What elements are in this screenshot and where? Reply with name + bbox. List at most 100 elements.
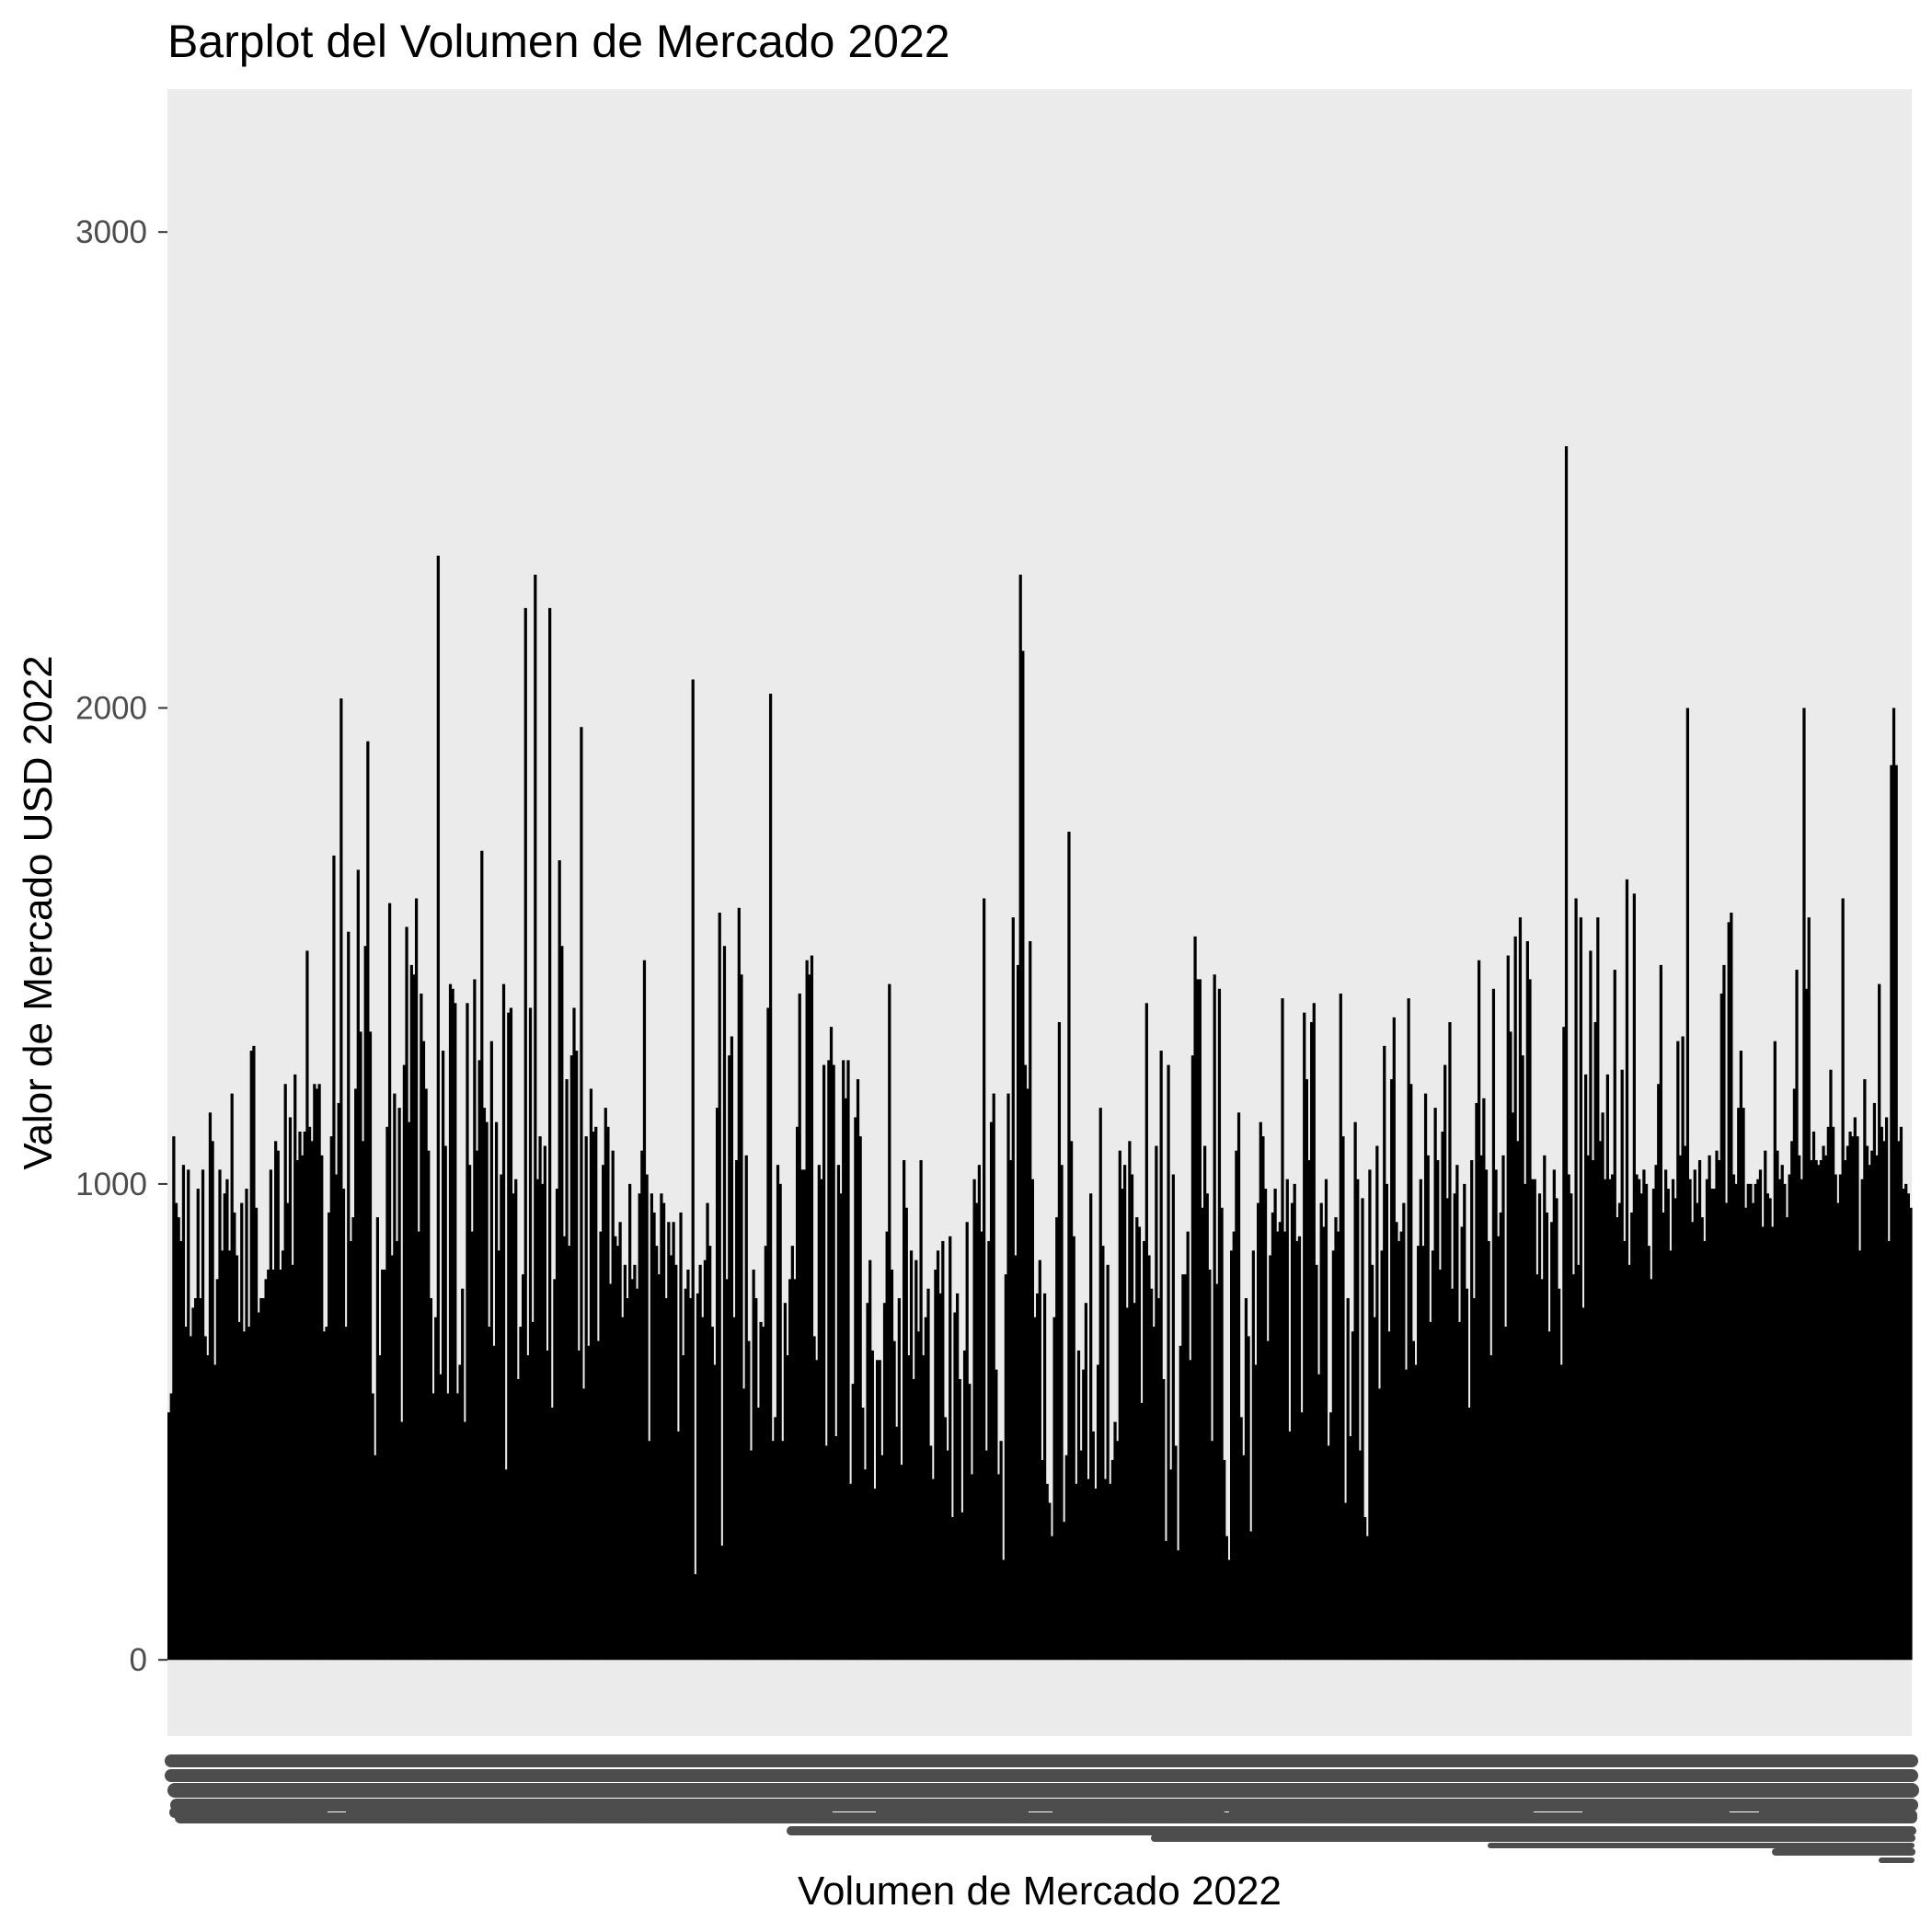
- bar: [1271, 1212, 1275, 1661]
- bar: [943, 1417, 948, 1661]
- bar: [1072, 1236, 1075, 1661]
- bar: [1890, 765, 1893, 1661]
- bar: [1596, 917, 1600, 1661]
- bar: [581, 1388, 586, 1661]
- bar: [1251, 1250, 1255, 1661]
- bar: [623, 1264, 627, 1661]
- bar: [375, 1217, 380, 1661]
- bar: [1802, 707, 1806, 1661]
- bar: [1052, 1317, 1056, 1661]
- bar: [1404, 1369, 1409, 1661]
- bar: [393, 1093, 397, 1661]
- bar: [196, 1189, 200, 1661]
- bar: [509, 1007, 513, 1661]
- y-tick-label: 3000: [75, 214, 147, 250]
- bar: [604, 1108, 607, 1661]
- bar: [383, 1270, 386, 1661]
- bar: [1608, 1179, 1612, 1661]
- bar: [313, 1084, 316, 1661]
- bar: [363, 946, 367, 1661]
- bar: [1377, 1388, 1382, 1661]
- bar: [849, 1483, 853, 1661]
- bar: [995, 1369, 998, 1661]
- x-axis-title: Volumen de Mercado 2022: [798, 1869, 1282, 1914]
- bar: [1448, 1021, 1452, 1661]
- bar: [580, 727, 583, 1661]
- bar: [1297, 1236, 1302, 1661]
- bar: [1169, 1469, 1173, 1661]
- bar: [1143, 1240, 1146, 1661]
- bar: [589, 1088, 593, 1661]
- bar: [1310, 1021, 1314, 1661]
- bar: [535, 1179, 540, 1661]
- bar: [1089, 1193, 1093, 1661]
- bar: [608, 1283, 613, 1661]
- bar: [996, 1474, 1001, 1661]
- bar: [254, 1207, 259, 1661]
- bar: [759, 1321, 763, 1661]
- bar: [1642, 1169, 1646, 1661]
- bar: [492, 1345, 496, 1661]
- bar: [907, 1355, 911, 1661]
- bar: [793, 1279, 797, 1661]
- bar: [550, 1408, 554, 1661]
- bar: [1397, 1240, 1401, 1661]
- bar: [298, 1131, 302, 1661]
- bar: [1057, 1021, 1062, 1661]
- bar: [1518, 917, 1523, 1661]
- bar: [1819, 1160, 1823, 1661]
- bar: [1110, 1459, 1115, 1661]
- bar: [305, 950, 309, 1661]
- bar: [531, 1321, 535, 1661]
- bar: [1368, 1169, 1372, 1661]
- bar: [851, 1384, 855, 1661]
- bar: [1409, 1084, 1413, 1661]
- bar: [958, 1378, 961, 1661]
- bar: [1705, 1179, 1709, 1661]
- bar: [960, 1512, 964, 1661]
- bar: [1744, 1207, 1748, 1661]
- bar: [1764, 1150, 1767, 1661]
- y-axis-title: Valor de Mercado USD 2022: [16, 655, 61, 1169]
- bar: [1130, 1174, 1134, 1661]
- bar: [475, 1150, 479, 1661]
- bar: [329, 1136, 333, 1661]
- bar: [283, 1084, 287, 1661]
- bar: [555, 1189, 559, 1661]
- bar: [1278, 1222, 1282, 1661]
- bar: [1266, 1340, 1270, 1661]
- bar: [374, 1455, 377, 1661]
- bar: [1678, 1155, 1683, 1661]
- bar: [378, 1355, 382, 1661]
- bar: [1841, 898, 1845, 1661]
- bar: [1042, 1293, 1047, 1661]
- bar: [1868, 1165, 1871, 1661]
- bar: [257, 1312, 260, 1661]
- bar: [488, 1327, 491, 1661]
- bar: [1688, 1179, 1692, 1661]
- bar: [1094, 1488, 1098, 1661]
- bar: [1530, 1179, 1535, 1661]
- bar: [1865, 1145, 1869, 1661]
- bar: [1503, 1327, 1508, 1661]
- bar: [1217, 988, 1222, 1661]
- bar: [1363, 1517, 1367, 1661]
- bar: [1236, 1112, 1241, 1661]
- bar: [1754, 1183, 1757, 1661]
- bar: [903, 1160, 906, 1661]
- bar: [1848, 1131, 1852, 1661]
- bar: [1482, 1098, 1486, 1661]
- bar: [412, 974, 416, 1661]
- bar: [1528, 979, 1532, 1661]
- bar: [385, 1126, 389, 1661]
- bar: [172, 1136, 176, 1661]
- bar: [1091, 1431, 1095, 1661]
- bar: [876, 1360, 880, 1661]
- bar: [633, 1264, 637, 1661]
- bar: [420, 993, 423, 1661]
- bar: [1319, 1202, 1323, 1661]
- bar: [477, 1060, 481, 1661]
- bar: [409, 964, 413, 1661]
- bar: [189, 1336, 192, 1661]
- bar: [1356, 1179, 1360, 1661]
